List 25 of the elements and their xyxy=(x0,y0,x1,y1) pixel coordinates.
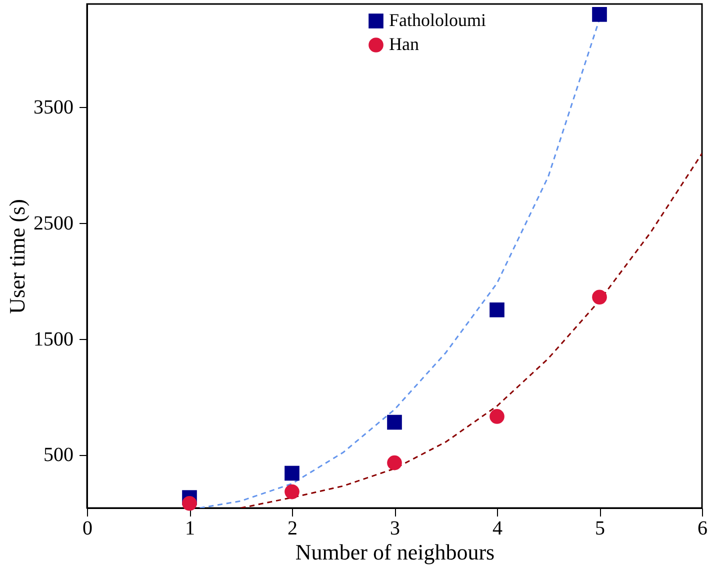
legend-label: Han xyxy=(389,34,419,54)
point xyxy=(490,302,504,318)
x-tick-label: 5 xyxy=(595,518,605,540)
point xyxy=(182,496,197,511)
point xyxy=(284,466,300,481)
y-tick-label: 2500 xyxy=(34,212,74,234)
line-series xyxy=(240,152,702,508)
point xyxy=(387,414,402,430)
point xyxy=(387,455,402,470)
point xyxy=(592,7,607,22)
x-axis-title: Number of neighbours xyxy=(295,540,495,564)
x-tick-label: 0 xyxy=(82,518,92,540)
x-tick-label: 4 xyxy=(492,518,502,540)
x-tick-label: 6 xyxy=(698,518,708,540)
y-axis-title: User time (s) xyxy=(4,199,30,314)
y-tick-label: 500 xyxy=(44,444,74,466)
point xyxy=(284,484,300,500)
x-tick-label: 3 xyxy=(390,518,400,540)
y-tick-label: 3500 xyxy=(34,96,74,119)
y-tick-label: 1500 xyxy=(34,328,74,350)
x-tick-label: 2 xyxy=(288,518,298,540)
legend-label: Fathololoumi xyxy=(389,10,486,30)
x-tick-label: 1 xyxy=(185,518,195,540)
point xyxy=(592,290,607,305)
point xyxy=(490,409,504,424)
